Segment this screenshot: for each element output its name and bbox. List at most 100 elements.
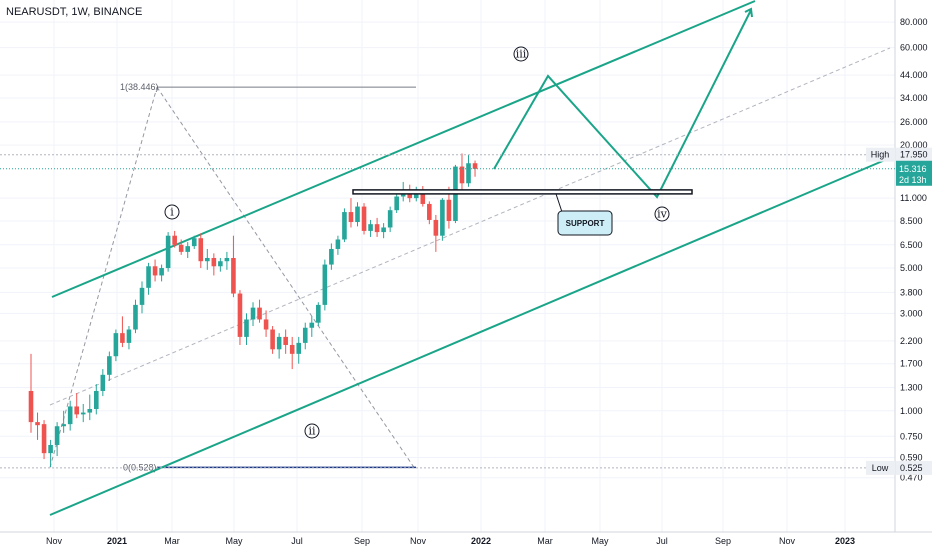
price-tick-label: 26.000 [900, 117, 928, 127]
candle-body [133, 304, 138, 330]
low-value: 0.525 [900, 463, 923, 473]
candle-body [120, 333, 125, 343]
candle-body [361, 206, 367, 231]
time-tick-label: May [591, 536, 609, 546]
candle-body [191, 238, 197, 247]
candle-body [61, 424, 66, 427]
price-tick-label: 1.300 [900, 383, 923, 393]
price-tick-label: 8.500 [900, 216, 923, 226]
candle-body [80, 412, 86, 415]
wave-label-circle [654, 206, 670, 222]
time-tick-label: May [225, 536, 243, 546]
high-label: High [871, 150, 890, 160]
wave-label-circle [513, 46, 529, 62]
candle-body [205, 257, 210, 262]
projection-arrowhead [744, 7, 753, 18]
time-tick-label: Mar [537, 536, 553, 546]
last-price-value: 15.316 [899, 164, 927, 174]
channel-median-dashed [49, 47, 891, 406]
wave-label: iv [657, 208, 668, 221]
high-value-box [896, 147, 932, 162]
candle-body [257, 307, 262, 320]
time-tick-label: Nov [410, 536, 427, 546]
support-callout-pointer [555, 193, 563, 213]
candle-body [407, 194, 413, 199]
time-tick-label: Jul [656, 536, 668, 546]
price-tick-label: 6.500 [900, 240, 923, 250]
time-tick-label: Sep [715, 536, 731, 546]
price-tick-label: 1.000 [900, 406, 923, 416]
price-axis[interactable]: 80.000 60.000 44.000 34.000 26.000 20.000 11.0… [900, 17, 928, 483]
candle-body [198, 238, 204, 262]
price-tick-label: 0.750 [900, 431, 923, 441]
time-tick-label: Sep [354, 536, 370, 546]
candle-body [165, 235, 171, 269]
candle-body [368, 224, 373, 231]
candle-body [250, 307, 256, 320]
candle-body [237, 293, 243, 337]
price-tick-label: 2.200 [900, 336, 923, 346]
candle-body [172, 235, 177, 245]
candle-body [87, 409, 93, 413]
price-tick-label: 5.000 [900, 263, 923, 273]
fib-level-0-label: 0(0.528) [123, 462, 157, 472]
candle-body [35, 422, 40, 426]
drawing-layer: 1(38.446) 0(0.528) [49, 0, 891, 516]
candle-body [433, 219, 439, 236]
candle-body [322, 264, 328, 305]
time-tick-label: Mar [164, 536, 180, 546]
candle-body [387, 210, 393, 228]
candle-body [244, 319, 249, 337]
price-tick-label: 80.000 [900, 17, 928, 27]
candle-body [400, 194, 406, 197]
candle-body [348, 212, 354, 223]
low-label-box [866, 460, 895, 475]
fib-dashed-leg [49, 87, 158, 468]
candle-body [420, 190, 426, 204]
candle-body [302, 327, 308, 343]
price-tick-label: 1.700 [900, 359, 923, 369]
candle-body [113, 333, 119, 357]
candle-body [67, 406, 73, 425]
candle-body [146, 266, 151, 288]
time-tick-label: Nov [46, 536, 63, 546]
candle-body [296, 342, 302, 354]
candle-body [381, 227, 386, 233]
candle-body [289, 344, 295, 354]
price-tick-label: 34.000 [900, 93, 928, 103]
candle-body [126, 329, 132, 343]
time-tick-label: Nov [779, 536, 796, 546]
candle-body [355, 206, 360, 223]
candle-body [329, 248, 334, 265]
price-tick-label: 44.000 [900, 70, 928, 80]
time-tick-label: 2023 [835, 536, 855, 546]
grid [0, 0, 895, 532]
candle-body [178, 244, 184, 252]
candle-body [159, 268, 164, 276]
candle-body [41, 424, 47, 454]
candle-body [54, 426, 60, 445]
candle-body [107, 356, 112, 375]
wave-projection-path [493, 9, 752, 199]
candle-body [446, 199, 452, 221]
candle-body [440, 199, 445, 236]
price-tick-label: 60.000 [900, 43, 928, 53]
candle-body [427, 203, 432, 220]
wave-label-circle [164, 204, 180, 220]
candle-body [185, 246, 191, 252]
support-level-line [352, 189, 693, 195]
candle-body [94, 390, 99, 410]
low-value-box [896, 460, 932, 475]
candles-series [28, 153, 478, 468]
candle-body [139, 287, 145, 305]
low-label: Low [872, 463, 889, 473]
candle-countdown: 2d 13h [899, 175, 927, 185]
time-tick-label: Jul [291, 536, 303, 546]
time-tick-label: 2021 [107, 536, 127, 546]
time-axis[interactable]: Nov 2021 Mar May Jul Sep Nov 2022 Mar May Jul Sep No… [46, 536, 855, 546]
wave-label: iii [516, 48, 527, 61]
candle-body [231, 257, 236, 294]
